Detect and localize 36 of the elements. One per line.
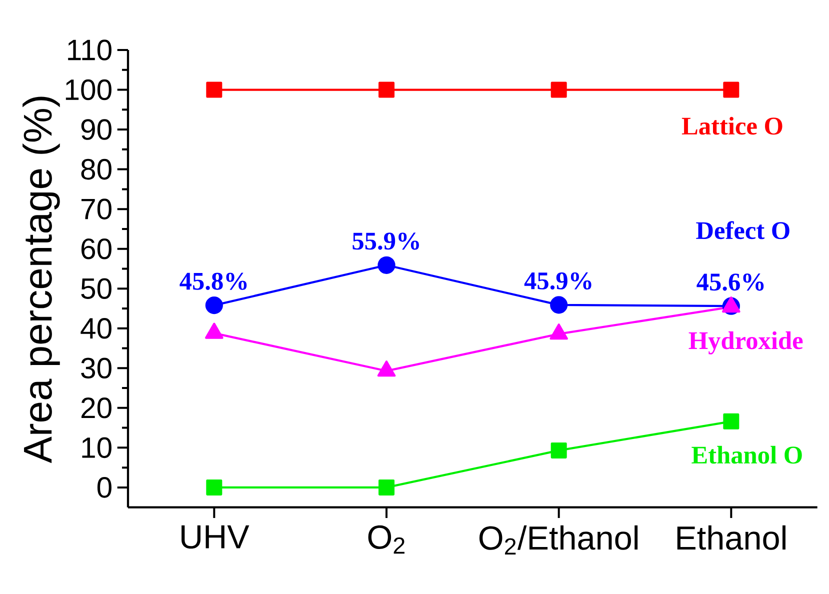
y-tick-label: 60 [81, 238, 112, 260]
point [378, 82, 395, 98]
series-label: Ethanol O [692, 446, 802, 464]
y-axis-title: Area percentage (%) [22, 96, 60, 464]
y-tick-label: 40 [80, 318, 112, 339]
y-tick-label: 90 [81, 119, 112, 140]
y-tick-label: 50 [81, 278, 112, 299]
point [206, 479, 222, 496]
point [550, 296, 568, 314]
x-tick-label: O$_{2}$/Ethanol [479, 525, 638, 555]
y-tick-label: 70 [82, 198, 112, 220]
y-tick-label: 100 [66, 79, 112, 100]
point [206, 82, 222, 98]
series-label: Lattice O [682, 116, 782, 135]
y-tick-label: 0 [97, 477, 112, 498]
point [723, 413, 740, 430]
data-label: 55.9% [352, 232, 419, 250]
point [550, 82, 567, 98]
y-tick-label: 110 [68, 40, 112, 60]
point [723, 82, 740, 98]
data-label: 45.6% [696, 274, 764, 291]
x-tick-label: Ethanol [677, 525, 786, 550]
y-tick-label: 80 [81, 158, 112, 180]
y-tick-label: 20 [81, 398, 112, 418]
point [550, 442, 567, 458]
point [378, 256, 396, 274]
point [205, 296, 223, 314]
point [378, 479, 395, 496]
y-tick-label: 30 [81, 358, 112, 379]
data-label: 45.8% [180, 272, 247, 290]
text: Defect O [696, 221, 790, 240]
series-label: Hydroxide [688, 331, 803, 354]
x-tick-label: UHV [182, 525, 250, 549]
x-tick-label: O$_{2}$ [368, 525, 404, 554]
y-tick-label: 10 [82, 437, 112, 458]
data-label: 45.9% [524, 272, 592, 290]
